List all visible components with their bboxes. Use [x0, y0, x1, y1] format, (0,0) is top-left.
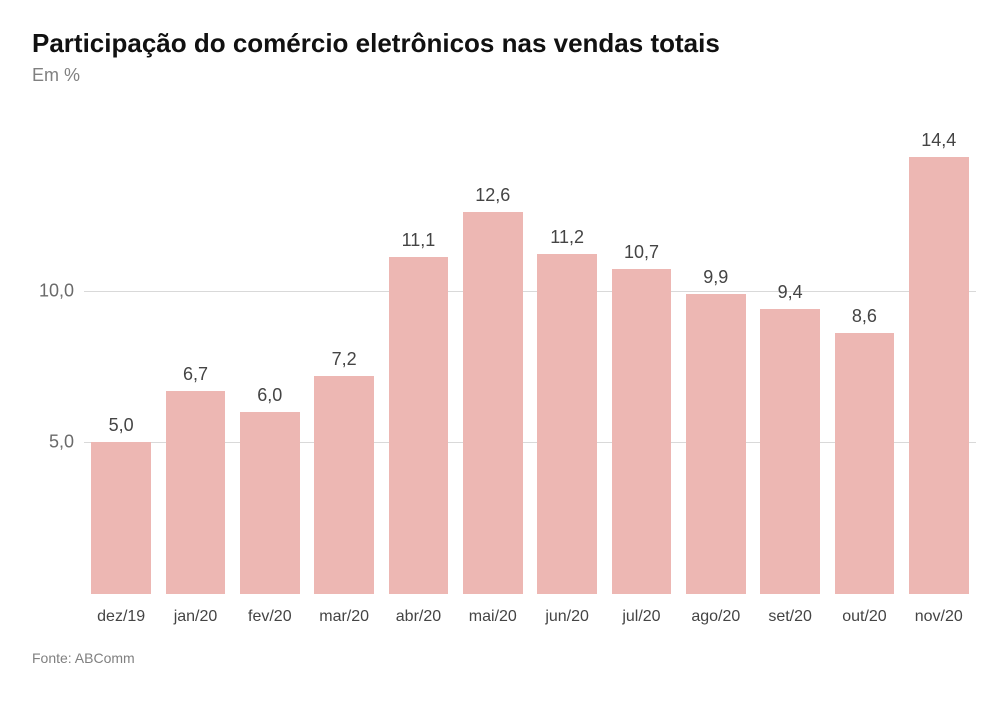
bar-column: 9,9	[679, 139, 753, 594]
chart-subtitle: Em %	[32, 65, 976, 86]
bar-column: 11,2	[530, 139, 604, 594]
x-axis-label: ago/20	[679, 608, 753, 626]
bar	[612, 269, 671, 594]
bar	[686, 294, 745, 594]
bar	[835, 333, 894, 594]
bar-value-label: 9,4	[753, 282, 827, 309]
bar-value-label: 12,6	[456, 185, 530, 212]
bar-column: 9,4	[753, 139, 827, 594]
bar-column: 12,6	[456, 139, 530, 594]
bar	[166, 391, 225, 594]
bar-value-label: 14,4	[902, 130, 976, 157]
x-axis-label: jul/20	[604, 608, 678, 626]
y-axis-tick: 5,0	[32, 432, 74, 453]
bar-value-label: 11,1	[381, 230, 455, 257]
x-axis-label: mai/20	[456, 608, 530, 626]
chart-title: Participação do comércio eletrônicos nas…	[32, 28, 976, 59]
bar-column: 14,4	[902, 139, 976, 594]
x-axis-label: nov/20	[902, 608, 976, 626]
chart-source: Fonte: ABComm	[32, 650, 976, 666]
bar-value-label: 5,0	[84, 415, 158, 442]
bar-column: 10,7	[604, 139, 678, 594]
bar-value-label: 6,0	[233, 385, 307, 412]
bar	[91, 442, 150, 594]
bar	[760, 309, 819, 594]
bar-column: 8,6	[827, 139, 901, 594]
bar	[909, 157, 968, 594]
bar-column: 7,2	[307, 139, 381, 594]
bar-column: 6,7	[158, 139, 232, 594]
x-axis-label: fev/20	[233, 608, 307, 626]
bar-column: 5,0	[84, 139, 158, 594]
x-axis-label: dez/19	[84, 608, 158, 626]
bar-value-label: 9,9	[679, 267, 753, 294]
x-axis-label: jan/20	[158, 608, 232, 626]
x-axis-label: set/20	[753, 608, 827, 626]
bar-column: 6,0	[233, 139, 307, 594]
bar	[240, 412, 299, 594]
bar	[314, 376, 373, 594]
y-axis-tick: 10,0	[32, 280, 74, 301]
bar-column: 11,1	[381, 139, 455, 594]
bar-value-label: 6,7	[158, 364, 232, 391]
bar	[537, 254, 596, 594]
x-axis-label: out/20	[827, 608, 901, 626]
bar-value-label: 7,2	[307, 349, 381, 376]
bar-value-label: 11,2	[530, 227, 604, 254]
x-axis: dez/19jan/20fev/20mar/20abr/20mai/20jun/…	[84, 608, 976, 626]
x-axis-label: mar/20	[307, 608, 381, 626]
bar	[463, 212, 522, 594]
bar-value-label: 10,7	[604, 242, 678, 269]
bar-value-label: 8,6	[827, 306, 901, 333]
x-axis-label: abr/20	[381, 608, 455, 626]
x-axis-label: jun/20	[530, 608, 604, 626]
bar	[389, 257, 448, 594]
bar-chart: 5,06,76,07,211,112,611,210,79,99,48,614,…	[32, 114, 976, 634]
